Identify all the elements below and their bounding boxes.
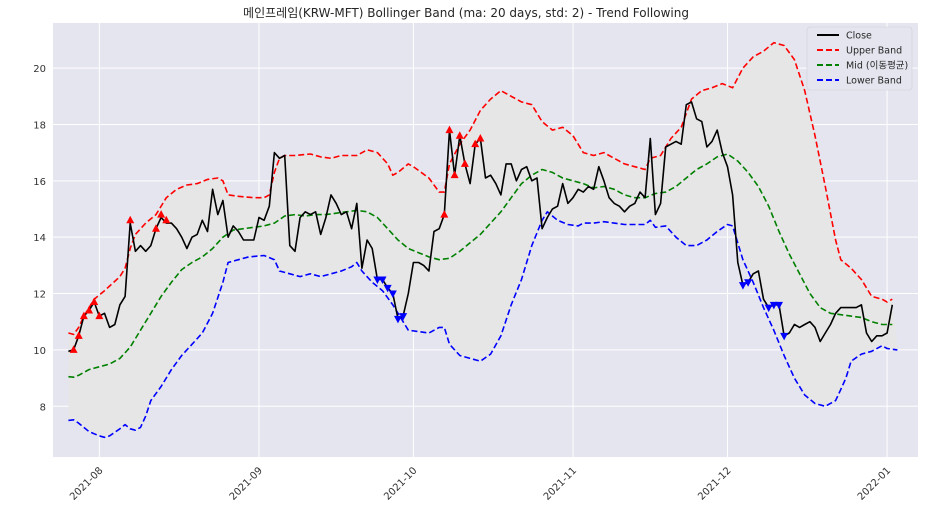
sell-marker	[769, 301, 778, 310]
y-tick-label: 16	[33, 177, 46, 188]
sell-marker	[399, 313, 408, 321]
buy-marker	[95, 311, 104, 320]
buy-marker	[440, 210, 449, 218]
buy-marker	[151, 224, 160, 232]
buy-marker	[126, 215, 135, 224]
y-tick-label: 18	[33, 120, 46, 131]
buy-marker	[471, 139, 480, 148]
sell-marker	[373, 276, 382, 284]
x-tick-label: 2021-08	[68, 465, 105, 502]
sell-marker	[774, 301, 783, 310]
buy-marker	[74, 331, 83, 339]
sell-marker	[383, 284, 392, 293]
buy-marker	[460, 159, 469, 167]
x-tick-label: 2021-10	[382, 465, 419, 502]
x-tick-label: 2022-01	[856, 465, 893, 502]
chart-title: 메인프레임(KRW-MFT) Bollinger Band (ma: 20 da…	[243, 6, 689, 20]
lower-band-line	[68, 211, 898, 439]
legend-label: Upper Band	[846, 46, 902, 57]
buy-marker	[79, 311, 88, 320]
buy-marker	[450, 170, 459, 179]
buy-marker	[476, 134, 485, 142]
upper-band-line	[68, 41, 893, 336]
band-fill	[68, 42, 898, 438]
sell-marker	[780, 332, 789, 341]
sell-marker	[738, 282, 747, 290]
buy-marker	[90, 297, 99, 305]
sell-marker	[393, 315, 402, 324]
buy-marker	[445, 125, 454, 134]
sell-marker	[764, 304, 773, 313]
legend-label: Mid (이동평균)	[846, 61, 908, 72]
buy-marker	[85, 305, 94, 314]
y-tick-label: 10	[33, 346, 46, 357]
legend-box	[806, 26, 913, 91]
sell-marker	[744, 279, 753, 287]
sell-marker	[388, 290, 397, 299]
legend-label: Close	[846, 31, 872, 42]
buy-marker	[157, 210, 166, 218]
y-tick-label: 8	[40, 402, 46, 413]
mid-band-line	[68, 153, 893, 378]
buy-marker	[162, 215, 171, 224]
legend: Close Upper Band Mid (이동평균) Lower Band	[806, 26, 913, 91]
y-tick-label: 20	[33, 64, 46, 75]
x-tick-label: 2021-11	[542, 465, 579, 502]
buy-marker	[455, 131, 464, 139]
sell-marker	[378, 276, 387, 284]
y-tick-label: 12	[33, 290, 46, 301]
x-tick-label: 2021-12	[696, 465, 733, 502]
legend-label: Lower Band	[846, 76, 902, 87]
x-tick-label: 2021-09	[228, 465, 265, 502]
buy-marker	[69, 345, 78, 353]
y-tick-label: 14	[33, 233, 46, 244]
